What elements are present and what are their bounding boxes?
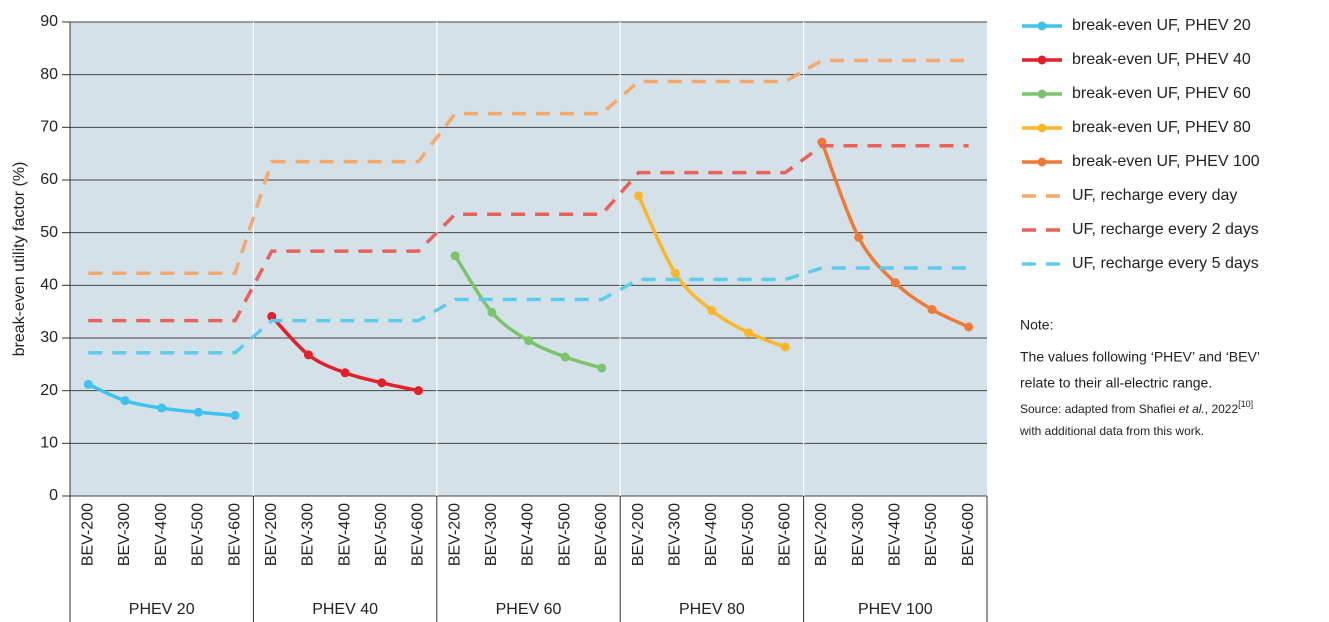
data-point: [413, 386, 423, 396]
x-tick-label: BEV-500: [740, 503, 757, 566]
group-label: PHEV 40: [312, 601, 378, 618]
x-tick-label: BEV-300: [483, 503, 500, 566]
legend-label: break-even UF, PHEV 40: [1072, 51, 1251, 68]
x-tick-label: BEV-400: [887, 503, 904, 566]
data-point: [157, 403, 167, 413]
x-tick-label: BEV-400: [520, 503, 537, 566]
y-tick-label: 90: [40, 13, 58, 30]
data-point: [377, 378, 387, 388]
legend-marker: [1037, 89, 1047, 99]
series-line: [88, 144, 969, 323]
x-tick-label: BEV-500: [923, 503, 940, 566]
x-tick-label: BEV-600: [593, 503, 610, 566]
x-tick-label: BEV-200: [813, 503, 830, 566]
note-source: Source: adapted from Shafiei et al., 202…: [1020, 399, 1253, 416]
group-label: PHEV 80: [679, 601, 745, 618]
source-text: et al.: [1179, 402, 1205, 416]
y-tick-label: 0: [49, 487, 58, 504]
data-point: [634, 191, 644, 201]
series-line: [88, 58, 969, 275]
y-tick-label: 10: [40, 435, 58, 452]
data-point: [487, 307, 497, 317]
group-label: PHEV 100: [858, 601, 933, 618]
x-tick-label: BEV-200: [630, 503, 647, 566]
x-tick-label: BEV-400: [336, 503, 353, 566]
legend-marker: [1037, 55, 1047, 65]
note-line: The values following ‘PHEV’ and ‘BEV’: [1020, 349, 1260, 365]
data-point: [193, 407, 203, 417]
series-line: [88, 266, 969, 355]
y-tick-label: 40: [40, 277, 58, 294]
data-point: [890, 278, 900, 288]
legend-marker: [1037, 157, 1047, 167]
plot-area: [70, 22, 987, 496]
data-point: [120, 396, 130, 406]
legend-marker: [1037, 123, 1047, 133]
y-tick-label: 50: [40, 224, 58, 241]
y-tick-label: 60: [40, 171, 58, 188]
legend-marker: [1037, 21, 1047, 31]
y-axis-label: break-even utility factor (%): [11, 162, 28, 357]
data-point: [780, 342, 790, 352]
x-tick-label: BEV-600: [226, 503, 243, 566]
data-point: [744, 328, 754, 338]
source-text: Source: adapted from Shafiei: [1020, 402, 1179, 416]
x-tick-label: BEV-300: [300, 503, 317, 566]
note-line: relate to their all-electric range.: [1020, 375, 1212, 391]
legend-label: break-even UF, PHEV 100: [1072, 153, 1260, 170]
y-tick-label: 80: [40, 66, 58, 83]
group-label: PHEV 60: [496, 601, 562, 618]
data-point: [670, 268, 680, 278]
legend-label: break-even UF, PHEV 80: [1072, 119, 1251, 136]
x-tick-label: BEV-300: [850, 503, 867, 566]
x-tick-label: BEV-600: [960, 503, 977, 566]
source-text: , 2022: [1205, 402, 1239, 416]
legend-label: UF, recharge every day: [1072, 187, 1237, 204]
data-point: [340, 368, 350, 378]
legend-label: UF, recharge every 5 days: [1072, 255, 1259, 272]
data-point: [450, 251, 460, 261]
x-tick-label: BEV-400: [703, 503, 720, 566]
y-tick-label: 20: [40, 382, 58, 399]
data-point: [560, 352, 570, 362]
x-tick-label: BEV-300: [666, 503, 683, 566]
x-tick-label: BEV-500: [190, 503, 207, 566]
group-label: PHEV 20: [129, 601, 195, 618]
note-title: Note:: [1020, 317, 1053, 333]
data-point: [927, 305, 937, 315]
x-tick-label: BEV-600: [776, 503, 793, 566]
data-point: [230, 410, 240, 420]
legend-label: UF, recharge every 2 days: [1072, 221, 1259, 238]
y-tick-label: 30: [40, 329, 58, 346]
x-tick-label: BEV-400: [153, 503, 170, 566]
data-point: [83, 379, 93, 389]
note-source: with additional data from this work.: [1019, 424, 1204, 438]
y-tick-label: 70: [40, 119, 58, 136]
data-point: [303, 350, 313, 360]
data-point: [524, 336, 533, 346]
x-tick-label: BEV-200: [446, 503, 463, 566]
x-tick-label: BEV-200: [263, 503, 280, 566]
source-reference: [10]: [1238, 399, 1253, 409]
x-tick-label: BEV-500: [373, 503, 390, 566]
x-tick-label: BEV-600: [410, 503, 427, 566]
data-point: [597, 363, 607, 373]
x-tick-label: BEV-300: [116, 503, 133, 566]
data-point: [964, 322, 974, 332]
x-tick-label: BEV-500: [556, 503, 573, 566]
legend-label: break-even UF, PHEV 60: [1072, 85, 1251, 102]
data-point: [854, 232, 864, 242]
legend-label: break-even UF, PHEV 20: [1072, 17, 1251, 34]
x-tick-label: BEV-200: [80, 503, 97, 566]
data-point: [707, 306, 717, 316]
data-point: [267, 311, 277, 321]
